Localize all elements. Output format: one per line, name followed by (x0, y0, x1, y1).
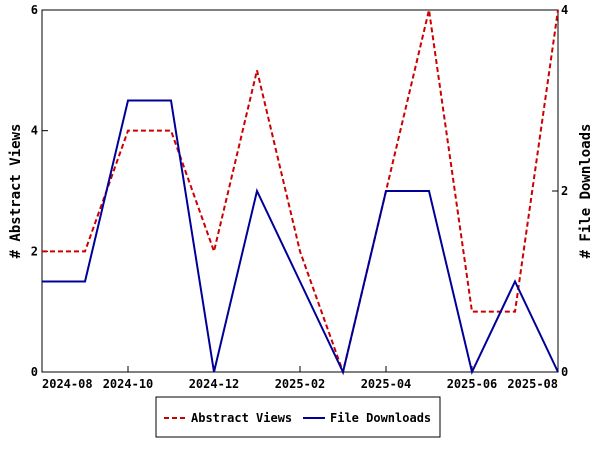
legend-label-abstract-views: Abstract Views (191, 411, 292, 425)
plot-frame (41, 9, 559, 373)
x-tick-label: 2025-02 (275, 377, 326, 391)
series-line-abstract-views (42, 9, 559, 376)
series-layer (42, 9, 559, 376)
y2-tick-label: 4 (561, 3, 568, 17)
series-line-file-downloads (42, 99, 559, 375)
y2-tick-label: 2 (561, 184, 568, 198)
x-tick-label: 2025-04 (361, 377, 412, 391)
legend: Abstract Views File Downloads (155, 396, 441, 438)
y-tick-label: 6 (31, 3, 38, 17)
y-axis-title: # Abstract Views (8, 124, 24, 259)
x-tick-label: 2025-08 (507, 377, 558, 391)
y-tick-label: 2 (31, 244, 38, 258)
x-tick-label: 2025-06 (447, 377, 498, 391)
legend-box (155, 396, 441, 438)
legend-label-file-downloads: File Downloads (330, 411, 431, 425)
y2-axis-title: # File Downloads (578, 124, 594, 259)
x-tick-label: 2024-08 (42, 377, 93, 391)
x-tick-label: 2024-12 (189, 377, 240, 391)
y-tick-label: 4 (31, 124, 38, 138)
y-tick-label: 0 (31, 365, 38, 379)
x-tick-label: 2024-10 (103, 377, 154, 391)
y2-tick-label: 0 (561, 365, 568, 379)
tick-layer: 2024-08 2024-10 2024-12 2025-02 2025-04 2025-… (31, 3, 568, 391)
